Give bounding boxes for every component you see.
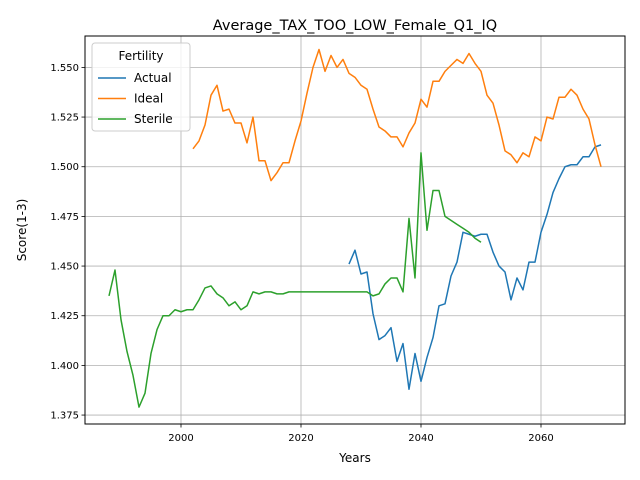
x-axis-ticks: 2000 2020 2040 2060: [168, 424, 554, 444]
legend-title: Fertility: [118, 49, 163, 63]
legend-label-ideal: Ideal: [134, 92, 163, 106]
y-tick-label: 1.525: [50, 113, 79, 124]
y-axis-ticks: 1.375 1.400 1.425 1.450 1.475 1.500 1.525 1.550: [50, 63, 85, 422]
x-tick-label: 2040: [408, 433, 433, 444]
y-axis-label: Score(1-3): [15, 199, 29, 262]
legend-items: Actual Ideal Sterile: [98, 71, 173, 126]
y-tick-label: 1.450: [50, 262, 79, 273]
y-tick-label: 1.425: [50, 311, 79, 322]
chart-title: Average_TAX_TOO_LOW_Female_Q1_IQ: [213, 18, 497, 34]
y-tick-label: 1.375: [50, 411, 79, 422]
x-tick-label: 2020: [288, 433, 313, 444]
legend-label-actual: Actual: [134, 71, 172, 85]
series-lines: [108, 48, 602, 408]
y-tick-label: 1.550: [50, 63, 79, 74]
y-tick-label: 1.475: [50, 212, 79, 223]
x-axis-label: Years: [338, 451, 371, 465]
x-tick-label: 2060: [528, 433, 553, 444]
legend: Fertility Actual Ideal Sterile: [91, 42, 191, 132]
series-line-sterile: [108, 152, 482, 408]
series-line-actual: [348, 144, 602, 390]
x-tick-label: 2000: [168, 433, 193, 444]
series-line-ideal: [192, 48, 602, 182]
legend-box: [91, 42, 191, 132]
y-tick-label: 1.400: [50, 361, 79, 372]
plot-frame: [84, 35, 626, 425]
legend-label-sterile: Sterile: [134, 112, 173, 126]
y-tick-label: 1.500: [50, 162, 79, 173]
